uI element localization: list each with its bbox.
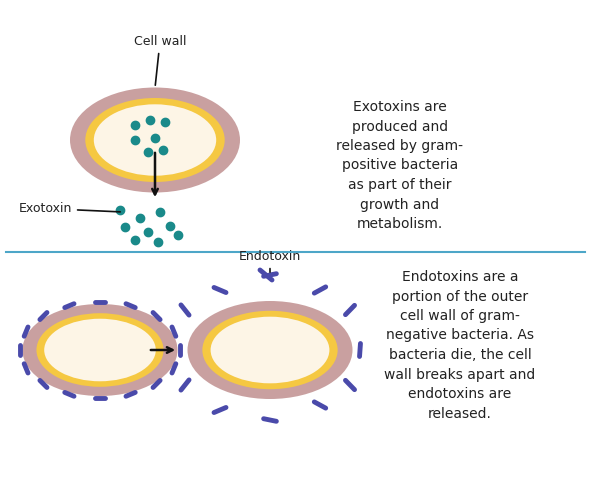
- Ellipse shape: [94, 104, 216, 176]
- Text: Exotoxins are
produced and
released by gram-
positive bacteria
as part of their
: Exotoxins are produced and released by g…: [336, 100, 463, 231]
- Ellipse shape: [187, 301, 352, 399]
- Ellipse shape: [44, 319, 156, 381]
- Ellipse shape: [202, 311, 337, 389]
- Text: Endotoxin: Endotoxin: [239, 250, 301, 272]
- Text: Exotoxin: Exotoxin: [19, 202, 120, 215]
- Ellipse shape: [37, 313, 164, 387]
- Text: Endotoxins are a
portion of the outer
cell wall of gram-
negative bacteria. As
b: Endotoxins are a portion of the outer ce…: [384, 270, 535, 420]
- Ellipse shape: [70, 87, 240, 192]
- Ellipse shape: [85, 98, 225, 182]
- Ellipse shape: [210, 317, 329, 384]
- Text: Cell wall: Cell wall: [134, 35, 186, 85]
- Ellipse shape: [22, 304, 177, 396]
